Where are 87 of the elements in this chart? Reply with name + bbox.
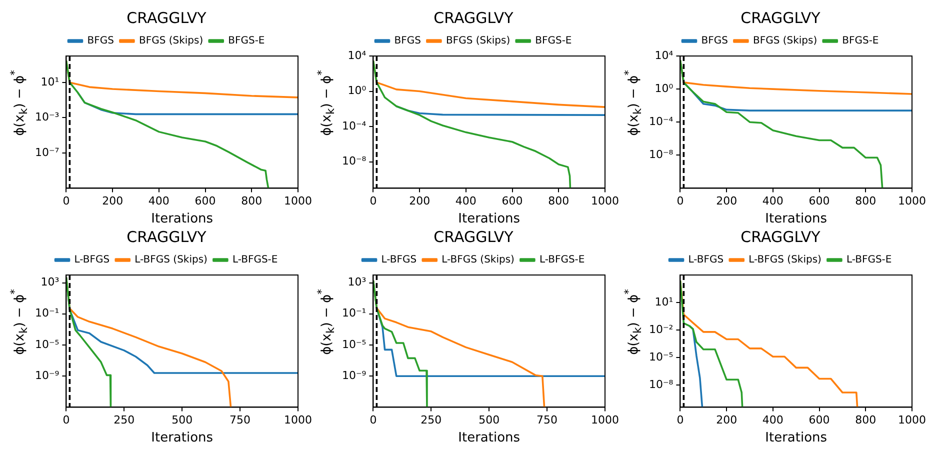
y-tick-label: 10⁰ xyxy=(348,84,367,98)
x-tick-label: 1000 xyxy=(284,194,312,208)
y-tick-label: 10⁻⁹ xyxy=(342,368,366,382)
y-tick-label: 10⁻⁹ xyxy=(34,368,60,382)
x-tick-label: 200 xyxy=(716,414,738,427)
y-tick-label: 10⁻² xyxy=(648,322,674,336)
y-tick-label: 10⁻³ xyxy=(34,110,60,124)
x-tick-label: 800 xyxy=(855,194,876,208)
x-axis-title: Iterations xyxy=(151,212,214,227)
x-tick-label: 1000 xyxy=(284,414,312,427)
legend-label: L-BFGS (Skips) xyxy=(748,254,822,266)
y-tick-label: 10⁻¹ xyxy=(34,306,60,320)
x-tick-label: 0 xyxy=(676,414,684,427)
y-tick-label: 10⁴ xyxy=(348,48,367,62)
x-tick-label: 1000 xyxy=(898,414,926,427)
y-tick-label: 10³ xyxy=(40,276,60,289)
x-tick-label: 400 xyxy=(762,194,784,208)
legend-label: BFGS-E xyxy=(842,36,879,47)
chart-title: CRAGGLVY xyxy=(740,228,822,246)
x-tick-label: 200 xyxy=(409,194,430,208)
y-tick-label: 10⁻⁸ xyxy=(648,148,674,162)
y-tick-label: 10⁻⁴ xyxy=(648,114,674,128)
x-tick-label: 400 xyxy=(148,194,170,208)
x-tick-label: 0 xyxy=(676,194,684,208)
legend-label: BFGS-E xyxy=(228,36,265,47)
x-tick-label: 200 xyxy=(716,194,738,208)
y-tick-label: 10⁻⁸ xyxy=(648,378,674,392)
legend-label: L-BFGS xyxy=(381,254,417,266)
x-axis-title: Iterations xyxy=(765,430,828,446)
x-tick-label: 250 xyxy=(420,414,442,427)
x-tick-label: 600 xyxy=(502,194,523,208)
x-tick-label: 1000 xyxy=(591,194,620,208)
y-tick-label: 10⁻¹ xyxy=(342,306,366,320)
legend-label: L-BFGS xyxy=(688,254,724,266)
x-tick-label: 0 xyxy=(370,414,377,427)
x-tick-label: 0 xyxy=(62,194,70,208)
y-tick-label: 10⁴ xyxy=(654,48,674,62)
y-tick-label: 10⁻⁵ xyxy=(34,338,60,351)
x-tick-label: 1000 xyxy=(898,194,926,208)
y-tick-label: 10⁻⁴ xyxy=(342,119,367,132)
x-tick-label: 0 xyxy=(370,194,377,208)
x-tick-label: 200 xyxy=(102,194,124,208)
x-axis-title: Iterations xyxy=(458,212,520,227)
x-tick-label: 500 xyxy=(172,414,193,427)
x-tick-label: 800 xyxy=(548,194,570,208)
x-tick-label: 800 xyxy=(855,414,876,427)
x-tick-label: 800 xyxy=(241,194,262,208)
y-tick-label: 10⁻⁵ xyxy=(342,338,366,351)
chart-title: CRAGGLVY xyxy=(740,8,822,27)
chart-title: CRAGGLVY xyxy=(126,8,208,27)
x-tick-label: 600 xyxy=(808,414,830,427)
y-tick-label: 10⁻⁸ xyxy=(342,154,367,168)
y-tick-label: 10¹ xyxy=(654,295,674,308)
chart-title: CRAGGLVY xyxy=(126,228,208,246)
legend-label: BFGS (Skips) xyxy=(752,36,818,47)
x-axis-title: Iterations xyxy=(765,212,828,227)
x-tick-label: 600 xyxy=(808,194,830,208)
legend-label: L-BFGS-E xyxy=(232,254,278,266)
legend-label: BFGS xyxy=(701,36,728,47)
x-tick-label: 600 xyxy=(194,194,216,208)
x-axis-title: Iterations xyxy=(458,430,520,446)
y-tick-label: 10¹ xyxy=(40,75,60,88)
legend-label: L-BFGS (Skips) xyxy=(442,254,515,266)
x-tick-label: 750 xyxy=(536,414,558,427)
x-tick-label: 400 xyxy=(762,414,784,427)
legend-label: L-BFGS (Skips) xyxy=(134,254,208,266)
legend-label: L-BFGS-E xyxy=(846,254,892,266)
legend-label: L-BFGS xyxy=(74,254,110,266)
y-tick-label: 10³ xyxy=(348,276,366,289)
legend-label: BFGS (Skips) xyxy=(446,36,510,47)
legend-label: BFGS (Skips) xyxy=(138,36,204,47)
legend-label: BFGS xyxy=(87,36,114,47)
y-tick-label: 10⁻⁵ xyxy=(648,350,674,364)
x-tick-label: 0 xyxy=(62,414,70,427)
legend-label: BFGS xyxy=(394,36,421,47)
legend-label: L-BFGS-E xyxy=(539,254,585,266)
y-tick-label: 10⁻⁷ xyxy=(34,146,60,159)
x-tick-label: 500 xyxy=(478,414,500,427)
x-tick-label: 750 xyxy=(230,414,251,427)
chart-title: CRAGGLVY xyxy=(434,228,514,246)
x-tick-label: 1000 xyxy=(591,414,620,427)
chart-title: CRAGGLVY xyxy=(434,8,514,27)
y-tick-label: 10⁰ xyxy=(654,82,674,95)
x-axis-title: Iterations xyxy=(151,430,214,446)
x-tick-label: 400 xyxy=(455,194,476,208)
legend-label: BFGS-E xyxy=(535,36,572,47)
x-tick-label: 250 xyxy=(114,414,135,427)
